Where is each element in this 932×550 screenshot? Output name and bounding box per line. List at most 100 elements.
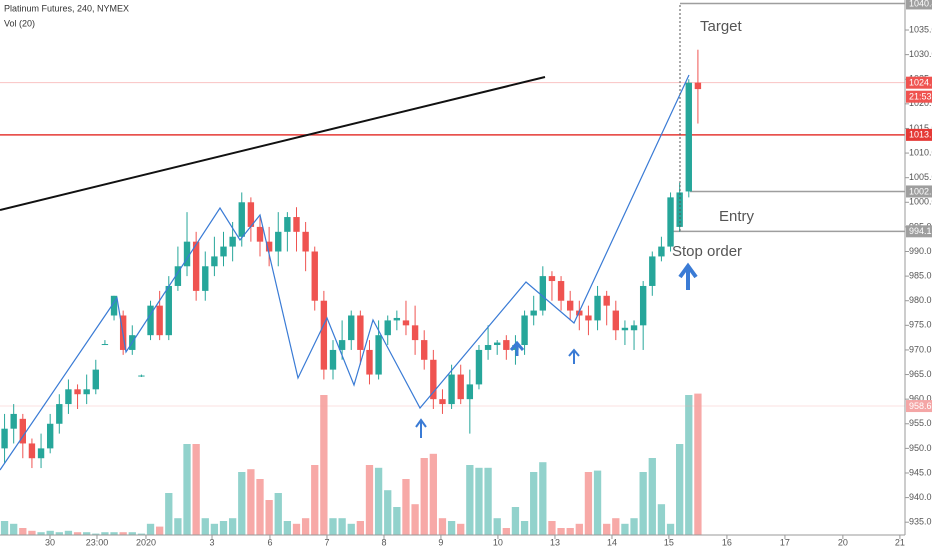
- x-tick-label: 6: [267, 537, 272, 547]
- volume-bar: [28, 530, 36, 535]
- volume-bar: [146, 523, 155, 535]
- candle-body: [658, 246, 665, 257]
- candle-body: [384, 320, 391, 336]
- candle-body: [457, 374, 464, 400]
- candle-body: [165, 285, 172, 336]
- candle-body: [694, 82, 702, 90]
- price-tag: [906, 128, 932, 141]
- volume-bar: [329, 518, 337, 535]
- price-lines: [0, 2, 905, 407]
- volume-bar: [356, 521, 365, 535]
- x-tick-label: 3: [210, 537, 215, 547]
- annotation: Target: [700, 18, 743, 35]
- y-tick-label: 965.0: [909, 369, 932, 379]
- candle-body: [284, 217, 291, 232]
- annotation: Stop order: [672, 243, 742, 260]
- candle-body: [439, 399, 446, 405]
- candle-body: [503, 340, 510, 350]
- candle-body: [357, 315, 364, 350]
- volume-bar: [83, 532, 91, 535]
- volume-bar: [457, 523, 465, 535]
- volume-bar: [429, 453, 437, 535]
- candle-body: [65, 389, 72, 405]
- x-tick-label: 14: [607, 537, 617, 547]
- volume-bar: [511, 507, 520, 535]
- volume-bar: [311, 465, 319, 535]
- x-tick-label: 9: [438, 537, 443, 547]
- volume-bar: [256, 479, 264, 535]
- volume-bar: [402, 479, 410, 535]
- candle-body: [1, 428, 8, 449]
- y-tick-label: 985.0: [909, 270, 932, 280]
- volume-bar: [593, 470, 602, 535]
- volume-bar: [247, 469, 255, 535]
- volume-bar: [475, 467, 483, 535]
- candle-body: [56, 404, 63, 424]
- y-tick-label: 990.0: [909, 246, 932, 256]
- volume-bar: [374, 467, 383, 535]
- countdown-tag: [906, 90, 932, 103]
- candle-body: [411, 325, 419, 341]
- candle-body: [302, 231, 309, 252]
- volume-bar: [0, 521, 9, 535]
- x-tick-label: 15: [664, 537, 674, 547]
- x-tick-label: 2020: [136, 537, 156, 547]
- price-tags: 1040.4 1024.3 21:53 1013.7 1002.2 994.1 958.6: [906, 0, 932, 413]
- candle-body: [19, 418, 27, 444]
- volume-bar: [201, 518, 209, 535]
- candle-body: [639, 285, 647, 326]
- x-tick-label: 13: [550, 537, 560, 547]
- y-tick-label: 935.0: [909, 517, 932, 527]
- volume-bar: [384, 490, 392, 535]
- volume-bar: [55, 532, 63, 535]
- volume-bar: [676, 444, 684, 535]
- candle-body: [366, 349, 373, 375]
- candle-body: [466, 384, 474, 400]
- candle-body: [83, 389, 90, 395]
- y-tick-label: 1030.0: [909, 49, 932, 59]
- candle-body: [548, 276, 556, 282]
- volume-bar: [575, 523, 583, 535]
- volume-bar: [612, 518, 620, 535]
- y-tick-label: 1010.0: [909, 147, 932, 157]
- candle-body: [10, 413, 17, 429]
- volume-bar: [411, 504, 419, 535]
- y-tick-label: 1020.0: [909, 98, 932, 108]
- x-tick-label: 23:00: [86, 537, 109, 547]
- y-tick-label: 1035.0: [909, 24, 932, 34]
- y-tick-label: 955.0: [909, 418, 932, 428]
- y-tick-label: 960.0: [909, 394, 932, 404]
- price-tag: [906, 225, 932, 238]
- x-tick-label: 30: [45, 537, 55, 547]
- candle-body: [202, 266, 209, 291]
- candle-body: [238, 202, 245, 237]
- x-tick-label: 20: [838, 537, 848, 547]
- candle-body: [484, 345, 492, 350]
- volume-bar: [265, 500, 273, 535]
- x-tick-label: 17: [780, 537, 790, 547]
- price-tag-label: 958.6: [909, 401, 932, 411]
- candle-body: [475, 349, 483, 385]
- candle-body: [211, 256, 218, 267]
- candle-body: [265, 241, 273, 252]
- volume-bar: [566, 528, 574, 535]
- y-tick-label: 970.0: [909, 344, 932, 354]
- candle-body: [494, 342, 501, 346]
- x-tick-label: 8: [381, 537, 386, 547]
- candle-body: [512, 345, 519, 350]
- volume-bar: [137, 533, 146, 535]
- candle-body: [174, 266, 182, 286]
- arrow: [415, 418, 427, 438]
- volume-bar: [219, 521, 228, 535]
- price-tag: [906, 0, 932, 10]
- candle-body: [92, 369, 99, 390]
- price-tag: [906, 400, 932, 413]
- y-tick-label: 940.0: [909, 492, 932, 502]
- volume-bar: [520, 521, 529, 535]
- volume-bar: [621, 523, 629, 535]
- candle-body: [320, 300, 328, 370]
- candle-body: [576, 310, 583, 316]
- volume-bar: [393, 507, 401, 535]
- volume-bar: [110, 532, 118, 535]
- price-tag-label: 994.1: [909, 226, 932, 236]
